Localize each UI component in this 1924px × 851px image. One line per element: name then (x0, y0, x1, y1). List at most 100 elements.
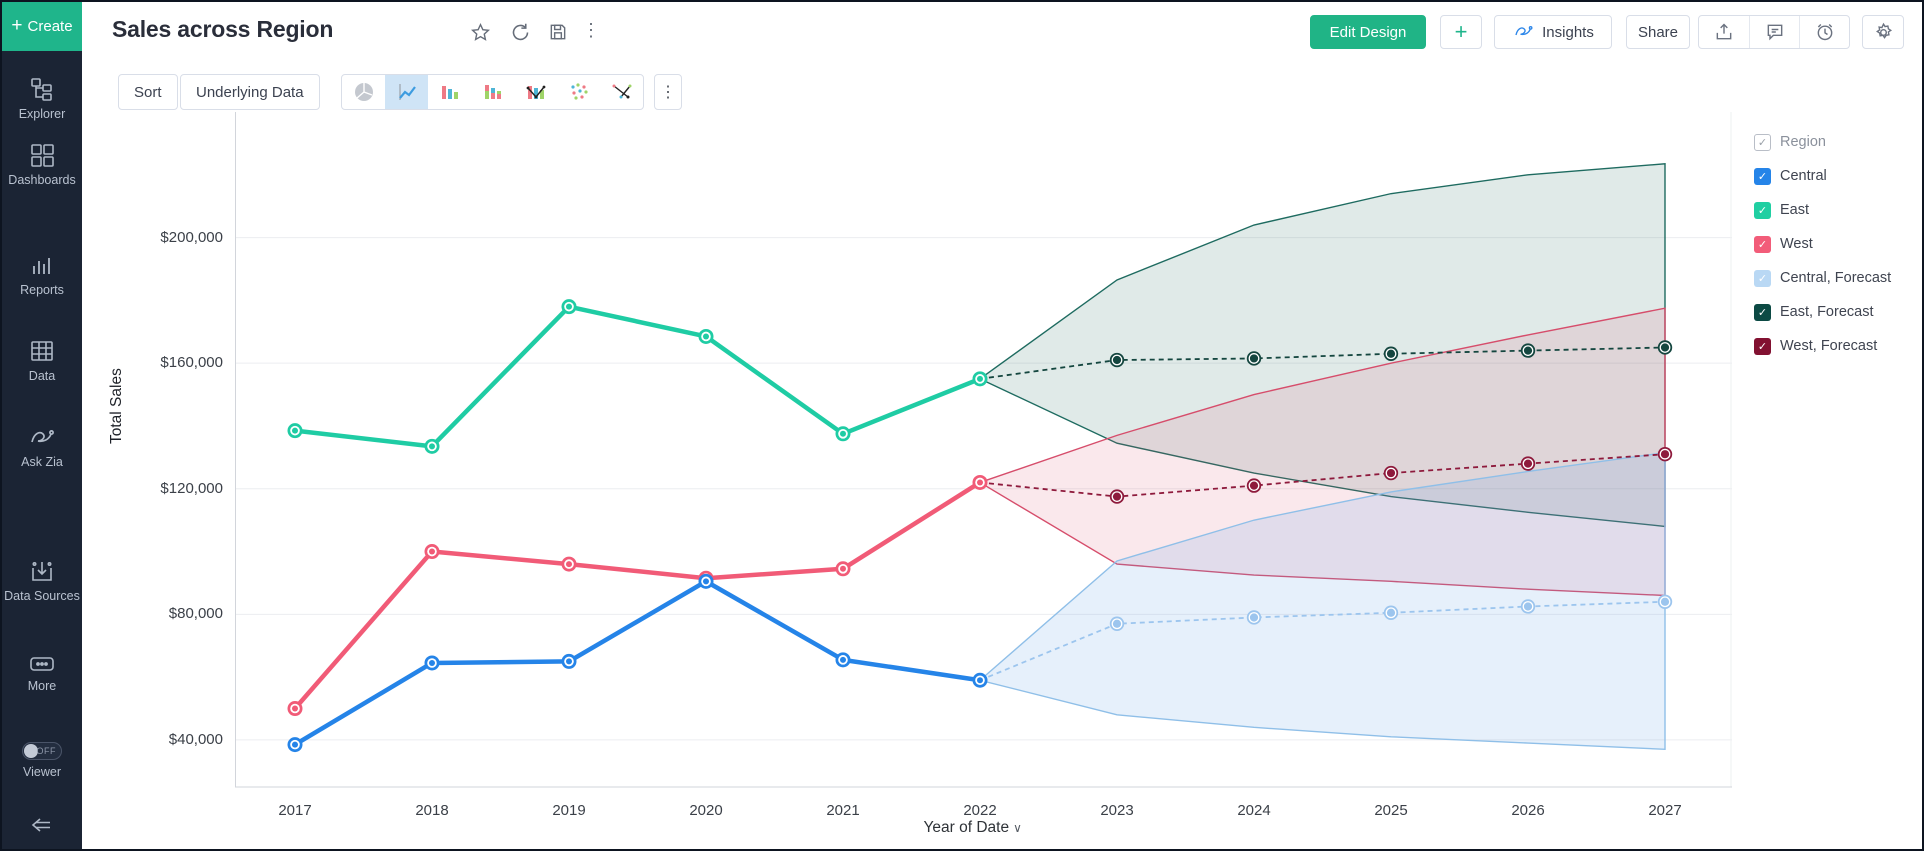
y-axis-title: Total Sales (108, 368, 125, 444)
chart-type-selector (341, 74, 644, 110)
legend-checkbox[interactable]: ✓ (1754, 269, 1771, 287)
share-label: Share (1637, 23, 1679, 41)
comment-icon (1767, 24, 1782, 41)
settings-button[interactable] (1862, 15, 1904, 49)
marker-central--forecast-2023[interactable] (1109, 616, 1125, 631)
marker-central--forecast-2024[interactable] (1246, 610, 1262, 625)
explorer-icon (31, 78, 52, 101)
sidebar-item-more[interactable]: More (2, 654, 82, 694)
legend-item-central--forecast[interactable]: ✓ Central, Forecast (1754, 266, 1891, 290)
marker-west-2022[interactable] (972, 474, 988, 490)
series-line-east (294, 304, 981, 449)
marker-west--forecast-2027[interactable] (1657, 447, 1673, 462)
legend-item-west--forecast[interactable]: ✓ West, Forecast (1754, 334, 1877, 358)
legend-item-east[interactable]: ✓ East (1754, 198, 1809, 222)
marker-west-2017[interactable] (287, 701, 303, 717)
legend-checkbox[interactable]: ✓ (1754, 167, 1771, 185)
viewer-toggle[interactable]: OFF Viewer (2, 742, 82, 780)
more-chart-types-button[interactable]: ⋮ (654, 74, 682, 110)
legend-checkbox[interactable]: ✓ (1754, 235, 1771, 253)
export-button[interactable] (1699, 16, 1749, 48)
sidebar-item-reports[interactable]: Reports (2, 252, 82, 298)
marker-east--forecast-2025[interactable] (1383, 346, 1399, 361)
marker-east-2021[interactable] (835, 426, 851, 442)
legend-group-region[interactable]: ✓ Region (1754, 130, 1826, 154)
sort-button[interactable]: Sort (118, 74, 178, 110)
collapse-arrow-icon (31, 818, 50, 832)
marker-central-2021[interactable] (835, 652, 851, 668)
legend-checkbox[interactable]: ✓ (1754, 337, 1771, 355)
legend-item-central[interactable]: ✓ Central (1754, 164, 1827, 188)
marker-west--forecast-2024[interactable] (1246, 478, 1262, 493)
marker-central-2017[interactable] (287, 737, 303, 753)
y-tick-label: $40,000 (168, 730, 223, 748)
marker-east-2018[interactable] (424, 438, 440, 454)
line-chart-icon[interactable] (385, 75, 428, 109)
marker-east-2022[interactable] (972, 371, 988, 387)
add-button[interactable]: + (1440, 15, 1482, 49)
viewer-toggle-pill[interactable]: OFF (22, 742, 62, 760)
marker-central-2020[interactable] (698, 573, 714, 589)
scatter-chart-icon[interactable] (557, 75, 600, 109)
marker-east--forecast-2023[interactable] (1109, 352, 1125, 368)
sidebar-item-data-sources[interactable]: Data Sources (2, 558, 82, 604)
legend-checkbox[interactable]: ✓ (1754, 201, 1771, 219)
sidebar-item-label: Ask Zia (21, 455, 63, 469)
marker-west--forecast-2025[interactable] (1383, 465, 1399, 481)
marker-west--forecast-2023[interactable] (1109, 489, 1125, 504)
save-icon[interactable] (548, 22, 568, 47)
marker-east--forecast-2027[interactable] (1657, 340, 1673, 355)
marker-central--forecast-2027[interactable] (1657, 594, 1673, 609)
favorite-star-icon[interactable] (470, 22, 491, 48)
marker-central--forecast-2025[interactable] (1383, 605, 1399, 620)
forecast-line (979, 453, 1666, 498)
title-more-menu-icon[interactable]: ⋮ (582, 20, 600, 40)
x-axis-field-dropdown[interactable]: Year of Date ∨ (924, 819, 1022, 837)
data-sources-icon (32, 562, 52, 581)
marker-central-2022[interactable] (972, 672, 988, 688)
legend-item-west[interactable]: ✓ West (1754, 232, 1813, 256)
x-tick-label: 2025 (1374, 802, 1408, 819)
marker-east--forecast-2026[interactable] (1520, 343, 1536, 358)
legend-label: Region (1780, 134, 1826, 150)
sidebar-item-dashboards[interactable]: Dashboards (2, 142, 82, 188)
more-icon (30, 657, 54, 671)
marker-west-2021[interactable] (835, 561, 851, 577)
stacked-bar-chart-icon[interactable] (471, 75, 514, 109)
bar-chart-icon[interactable] (428, 75, 471, 109)
combo-chart-icon[interactable] (514, 75, 557, 109)
history-button[interactable] (1799, 16, 1849, 48)
insights-button[interactable]: Insights (1494, 15, 1612, 49)
legend-checkbox[interactable]: ✓ (1754, 303, 1771, 321)
marker-east-2019[interactable] (561, 299, 577, 315)
sidebar-item-ask-zia[interactable]: Ask Zia (2, 426, 82, 470)
marker-west-2019[interactable] (561, 556, 577, 572)
toggle-state-label: OFF (36, 746, 56, 756)
y-tick-label: $160,000 (160, 354, 223, 372)
legend-checkbox[interactable]: ✓ (1754, 133, 1771, 151)
comments-button[interactable] (1749, 16, 1799, 48)
marker-east--forecast-2024[interactable] (1246, 351, 1262, 366)
marker-west-2018[interactable] (424, 544, 440, 560)
x-tick-label: 2023 (1100, 802, 1134, 819)
pie-chart-icon[interactable] (342, 75, 385, 109)
create-button[interactable]: + Create (2, 2, 82, 51)
edit-design-button[interactable]: Edit Design (1310, 15, 1426, 49)
marker-central-2018[interactable] (424, 655, 440, 671)
sidebar-item-data[interactable]: Data (2, 338, 82, 384)
sidebar-item-explorer[interactable]: Explorer (2, 76, 82, 122)
chart-canvas[interactable] (235, 112, 1732, 792)
marker-central--forecast-2026[interactable] (1520, 599, 1536, 614)
refresh-icon[interactable] (510, 22, 531, 48)
share-button[interactable]: Share (1626, 15, 1690, 49)
marker-east-2020[interactable] (698, 328, 714, 344)
marker-west--forecast-2026[interactable] (1520, 456, 1536, 471)
sidebar-collapse-button[interactable] (2, 816, 82, 839)
trend-chart-icon[interactable] (600, 75, 643, 109)
marker-central-2019[interactable] (561, 653, 577, 669)
marker-east-2017[interactable] (287, 423, 303, 439)
legend-item-east--forecast[interactable]: ✓ East, Forecast (1754, 300, 1873, 324)
forecast-line (979, 346, 1666, 380)
y-tick-label: $200,000 (160, 228, 223, 246)
underlying-data-button[interactable]: Underlying Data (180, 74, 320, 110)
